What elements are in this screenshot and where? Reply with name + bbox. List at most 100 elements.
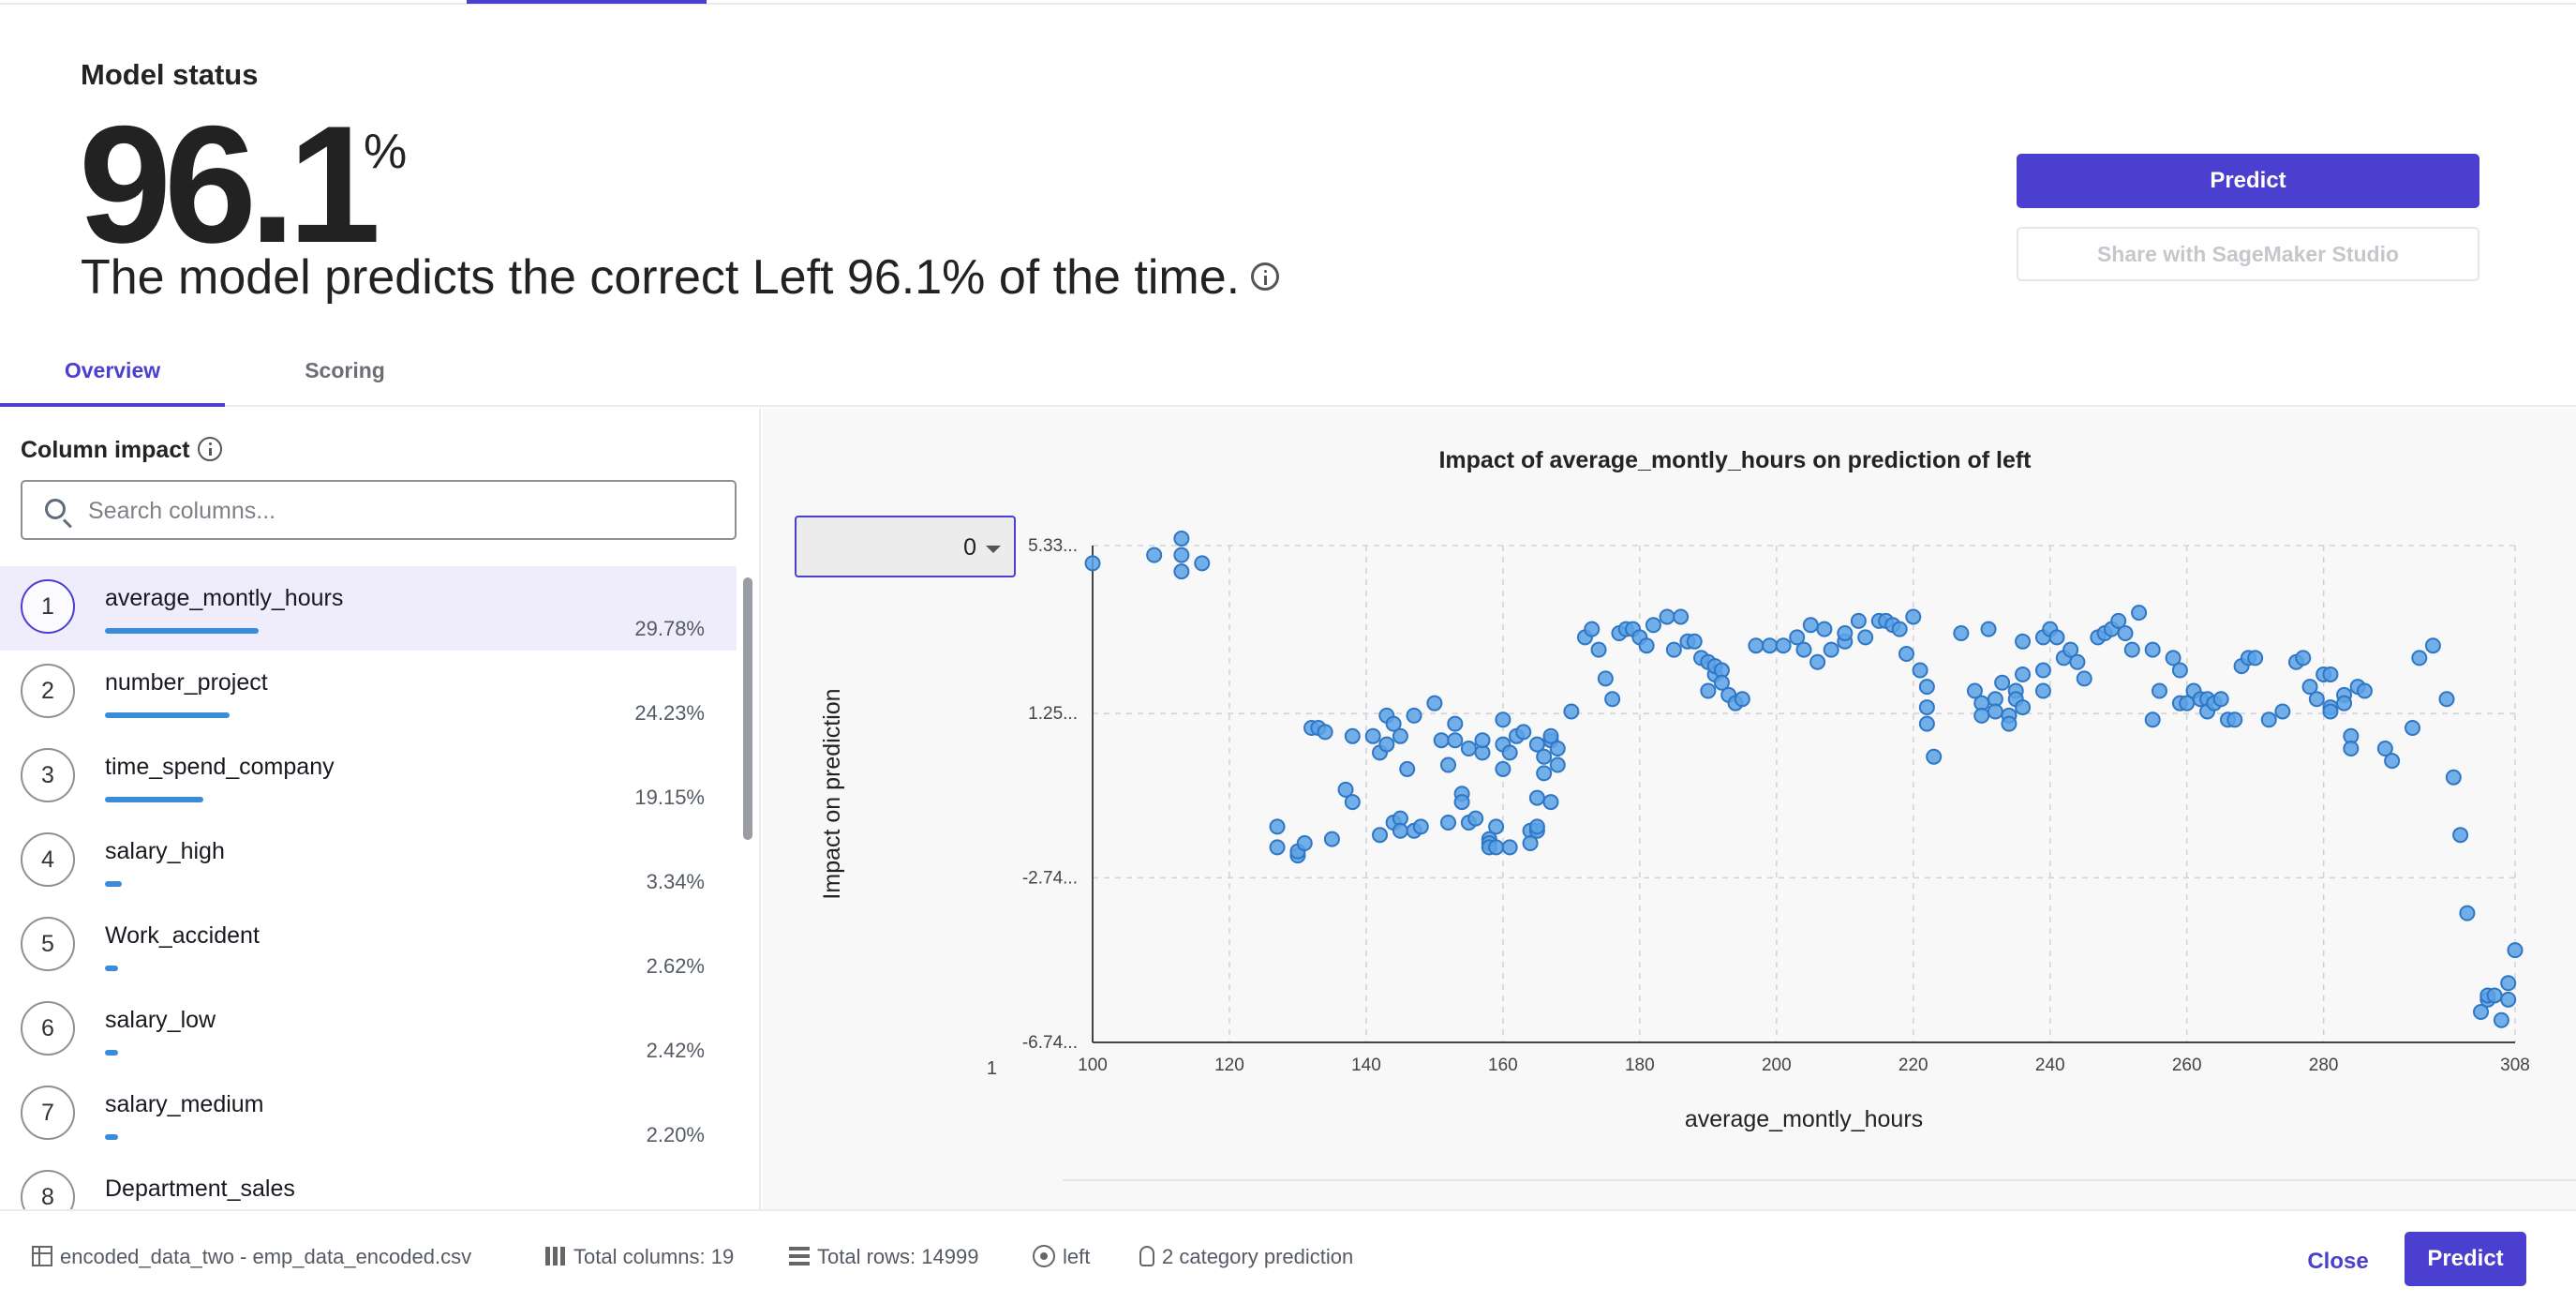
column-impact-title: Column impact: [21, 437, 222, 464]
scatter-point: [1194, 555, 1211, 572]
column-name: average_montly_hours: [105, 585, 344, 611]
scatter-point: [1337, 781, 1354, 798]
x-tick-label: 200: [1762, 1056, 1792, 1075]
column-list-item[interactable]: 7 salary_medium 2.20%: [0, 1072, 737, 1157]
close-button[interactable]: Close: [2277, 1236, 2399, 1288]
scatter-point: [2015, 666, 2032, 682]
scatter-point: [1700, 682, 1717, 699]
x-tick-label: 100: [1078, 1056, 1108, 1075]
scatter-point: [1522, 834, 1539, 851]
scatter-point: [1536, 765, 1553, 782]
column-impact-bar: [105, 881, 123, 887]
scatter-point: [1269, 818, 1286, 835]
scatter-point: [2445, 769, 2462, 786]
scatter-point: [1542, 794, 1559, 811]
scatter-point: [2131, 605, 2148, 622]
scatter-point: [1659, 608, 1675, 625]
column-list-item[interactable]: 2 number_project 24.23%: [0, 651, 737, 735]
column-rank-badge: 2: [21, 664, 75, 718]
scatter-point: [1823, 641, 1839, 658]
scatter-point: [2500, 991, 2517, 1008]
scatter-point: [1912, 662, 1928, 679]
scatter-point: [1734, 691, 1750, 708]
column-list-item[interactable]: 3 time_spend_company 19.15%: [0, 735, 737, 819]
scatter-point: [2322, 666, 2339, 682]
scatter-point: [1973, 707, 1990, 724]
scatter-point: [1515, 724, 1532, 741]
column-list-item[interactable]: 4 salary_high 3.34%: [0, 819, 737, 904]
footer-target: left: [1033, 1245, 1090, 1269]
column-impact-percent: 24.23%: [634, 701, 705, 725]
column-list-item[interactable]: 8 Department_sales: [0, 1157, 737, 1209]
scatter-point: [1495, 711, 1511, 728]
scatter-point: [1713, 674, 1730, 691]
footer-predict-button[interactable]: Predict: [2405, 1232, 2526, 1286]
scatter-point: [1953, 625, 1970, 642]
column-name: salary_high: [105, 838, 225, 864]
scrollbar-thumb[interactable]: [743, 577, 752, 840]
footer-dataset: encoded_data_two - emp_data_encoded.csv: [32, 1245, 471, 1269]
scatter-point: [2069, 653, 2086, 670]
x-tick-label: 180: [1625, 1056, 1655, 1075]
scatter-point: [2110, 612, 2127, 629]
y-tick-label: 1.25...: [1028, 704, 1078, 724]
scatter-point: [1987, 703, 2003, 720]
column-list-item[interactable]: 6 salary_low 2.42%: [0, 988, 737, 1072]
scatter-point: [2034, 662, 2051, 679]
scatter-point: [2015, 699, 2032, 716]
column-list-scrollbar[interactable]: [740, 570, 755, 1209]
scatter-point: [2507, 942, 2524, 959]
scatter-point: [1918, 679, 1935, 696]
column-impact-panel: Column impact 1 average_montly_hours 29.78…: [0, 409, 761, 1209]
scatter-point: [2034, 682, 2051, 699]
column-rank-badge: 5: [21, 917, 75, 971]
scatter-point: [2459, 905, 2476, 921]
scatter-point: [1638, 637, 1655, 654]
tab-scoring[interactable]: Scoring: [305, 358, 385, 382]
column-rank-badge: 8: [21, 1170, 75, 1209]
column-list-item[interactable]: 5 Work_accident 2.62%: [0, 904, 737, 988]
scatter-point: [2152, 682, 2167, 699]
scatter-point: [1426, 695, 1443, 711]
info-icon[interactable]: [1251, 262, 1280, 292]
scatter-point: [1501, 839, 1518, 856]
scatter-point: [1918, 715, 1935, 732]
scatter-point: [2500, 975, 2517, 992]
scatter-point: [1447, 732, 1464, 749]
y-tick-label: -2.74...: [1022, 868, 1078, 888]
predict-button[interactable]: Predict: [2017, 154, 2479, 208]
column-name: salary_medium: [105, 1091, 264, 1117]
scatter-point: [2452, 827, 2469, 844]
scatter-point: [1809, 653, 1826, 670]
footer-target-text: left: [1063, 1245, 1091, 1268]
scatter-point: [2308, 691, 2325, 708]
accuracy-value: 96.1: [79, 91, 380, 277]
x-tick-label: 308: [2500, 1056, 2530, 1075]
axis-extra-label: 1: [987, 1058, 997, 1079]
scatter-point: [1146, 547, 1163, 563]
search-icon: [45, 499, 66, 519]
column-impact-info-icon[interactable]: [197, 437, 222, 462]
search-input[interactable]: [88, 495, 707, 527]
share-sagemaker-button[interactable]: Share with SageMaker Studio: [2017, 227, 2479, 281]
column-impact-percent: 2.20%: [646, 1123, 705, 1146]
scatter-point: [1488, 818, 1505, 835]
scatter-point: [1665, 641, 1682, 658]
column-impact-title-text: Column impact: [21, 437, 190, 463]
column-list: 1 average_montly_hours 29.78% 2 number_proje…: [0, 566, 737, 1209]
scatter-point: [2015, 633, 2032, 650]
column-impact-bar: [105, 712, 231, 718]
column-list-item[interactable]: 1 average_montly_hours 29.78%: [0, 566, 737, 651]
footer-bar: encoded_data_two - emp_data_encoded.csv …: [0, 1209, 2576, 1303]
scatter-point: [2274, 703, 2291, 720]
column-name: Department_sales: [105, 1176, 295, 1202]
scatter-point: [2247, 650, 2264, 666]
scatter-point: [1385, 715, 1402, 732]
scatter-point: [2226, 711, 2243, 728]
class-select[interactable]: 0: [795, 516, 1016, 577]
scatter-point: [1994, 674, 2011, 691]
tab-bar: Overview Scoring: [0, 347, 2576, 407]
scatter-point: [2376, 740, 2393, 756]
tab-overview[interactable]: Overview: [0, 358, 225, 407]
x-tick-label: 260: [2172, 1056, 2202, 1075]
